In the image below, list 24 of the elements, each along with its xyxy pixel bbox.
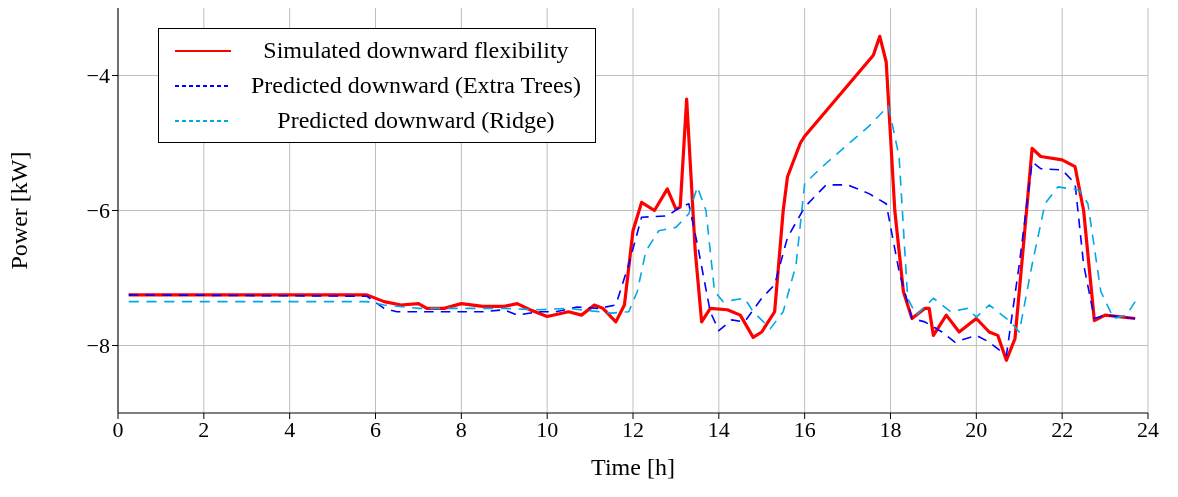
x-tick-label: 20	[965, 416, 988, 442]
x-tick-label: 4	[284, 416, 296, 442]
x-tick-label: 6	[370, 416, 381, 442]
y-tick-label: −4	[86, 63, 110, 89]
line-series	[127, 161, 1136, 357]
y-tick-label: −6	[86, 198, 110, 224]
x-tick-label: 18	[879, 416, 902, 442]
legend-label: Simulated downward flexibility	[262, 37, 570, 64]
line-series	[127, 105, 1136, 333]
x-tick-label: 8	[455, 416, 467, 442]
legend-label: Predicted downward (Extra Trees)	[251, 72, 581, 99]
x-tick-label: 0	[112, 416, 124, 442]
x-axis-title: Time [h]	[591, 454, 675, 480]
x-tick-label: 14	[707, 416, 730, 442]
y-tick-label: −8	[86, 333, 110, 359]
x-tick-label: 22	[1051, 416, 1074, 442]
x-tick-label: 10	[536, 416, 559, 442]
line-series	[127, 34, 1137, 362]
y-axis-title: Power [kW]	[5, 151, 32, 270]
x-tick-label: 24	[1137, 416, 1159, 442]
x-tick-label: 2	[198, 416, 210, 442]
x-tick-label: 12	[622, 416, 644, 442]
x-tick-label: 16	[793, 416, 816, 442]
legend-label: Predicted downward (Ridge)	[276, 107, 556, 134]
